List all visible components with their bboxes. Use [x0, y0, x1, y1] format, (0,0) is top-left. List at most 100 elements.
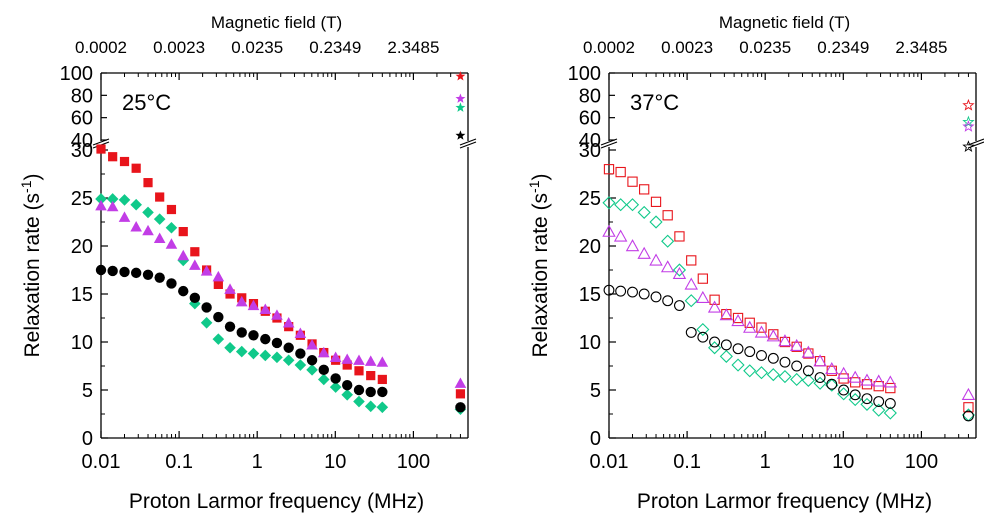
data-point: [719, 308, 734, 321]
y-tick-label: 30: [579, 140, 601, 162]
y-tick-label: 20: [71, 236, 93, 258]
data-point: [672, 266, 687, 280]
y-axis-title: Relaxation rate (s-1): [18, 173, 44, 357]
data-point: [861, 379, 873, 390]
data-point: [294, 327, 307, 338]
data-point: [155, 192, 165, 202]
y-upper-tick-label: 60: [579, 108, 601, 130]
data-point: [329, 351, 342, 362]
data-point: [306, 364, 318, 376]
data-point: [282, 354, 295, 367]
data-point: [638, 288, 650, 300]
data-point: [883, 375, 898, 388]
data-point: [342, 380, 353, 391]
data-point: [625, 198, 640, 212]
data-point: [625, 239, 640, 252]
data-point: [341, 389, 354, 401]
y-upper-tick-label: 60: [71, 108, 93, 130]
data-point: [130, 221, 142, 232]
data-point: [96, 144, 106, 154]
y-upper-tick-label: 80: [579, 85, 601, 107]
data-point: [235, 345, 248, 358]
data-point: [329, 381, 342, 393]
data-point: [639, 184, 650, 195]
x-tick-label: 100: [905, 451, 938, 473]
data-point: [213, 279, 223, 289]
data-point: [377, 386, 388, 398]
data-point: [341, 353, 354, 364]
data-point: [376, 356, 389, 367]
data-point: [330, 373, 341, 384]
high-field-point: [961, 387, 976, 400]
data-point: [364, 400, 377, 413]
data-point: [860, 373, 874, 386]
series-diamond: [602, 115, 976, 422]
data-point: [732, 343, 744, 355]
data-point: [826, 378, 838, 390]
series-circle: [603, 140, 975, 422]
data-point: [754, 366, 769, 380]
x-tick-label: 10: [324, 451, 346, 473]
series-triangle: [95, 93, 467, 388]
data-point: [637, 205, 651, 219]
data-point: [224, 321, 236, 332]
data-point: [353, 354, 365, 365]
data-point: [259, 303, 272, 314]
data-point: [201, 302, 212, 313]
top-axis-title: Magnetic field (T): [719, 13, 850, 32]
data-point: [603, 284, 615, 296]
data-point: [872, 403, 886, 417]
data-point: [166, 204, 177, 215]
data-point: [190, 247, 200, 257]
data-point: [814, 372, 826, 383]
data-point: [306, 339, 318, 350]
y-upper-tick-label: 40: [579, 130, 601, 152]
axis-break-slash: [600, 141, 618, 149]
y-upper-tick-label: 100: [568, 63, 601, 85]
data-point: [282, 317, 295, 328]
star-point: [962, 120, 975, 132]
data-point: [791, 341, 802, 352]
axis-break-gap: [461, 141, 475, 147]
data-point: [791, 360, 803, 372]
top-axis-title: Magnetic field (T): [211, 13, 342, 32]
data-point: [696, 322, 710, 337]
data-point: [119, 266, 130, 278]
data-point: [295, 348, 306, 359]
data-point: [684, 277, 698, 290]
high-field-point: [455, 389, 466, 399]
data-point: [294, 359, 307, 371]
data-point: [118, 211, 131, 222]
data-point: [731, 358, 745, 372]
data-point: [142, 206, 154, 219]
data-point: [885, 382, 896, 394]
data-point: [353, 384, 365, 396]
data-point: [247, 347, 260, 360]
data-point: [697, 331, 709, 343]
data-point: [615, 285, 627, 297]
data-point: [212, 333, 225, 345]
data-point: [627, 176, 638, 187]
top-tick-label: 0.0023: [661, 38, 713, 57]
axis-break-slash: [459, 141, 477, 149]
data-point: [247, 299, 260, 311]
data-point: [754, 325, 769, 338]
x-tick-label: 100: [397, 451, 430, 473]
y-tick-label: 5: [590, 380, 601, 402]
data-point: [884, 397, 896, 409]
data-point: [779, 336, 791, 348]
data-point: [674, 231, 685, 242]
data-point: [709, 336, 721, 348]
data-point: [260, 333, 271, 345]
data-point: [662, 295, 674, 307]
data-point: [118, 194, 131, 206]
axis-break-gap: [969, 141, 983, 147]
data-point: [873, 396, 885, 407]
data-point: [142, 224, 154, 236]
data-point: [615, 166, 626, 178]
data-point: [108, 152, 118, 162]
top-tick-label: 0.0002: [75, 38, 127, 57]
data-point: [283, 342, 294, 353]
top-tick-label: 0.0002: [583, 38, 635, 57]
